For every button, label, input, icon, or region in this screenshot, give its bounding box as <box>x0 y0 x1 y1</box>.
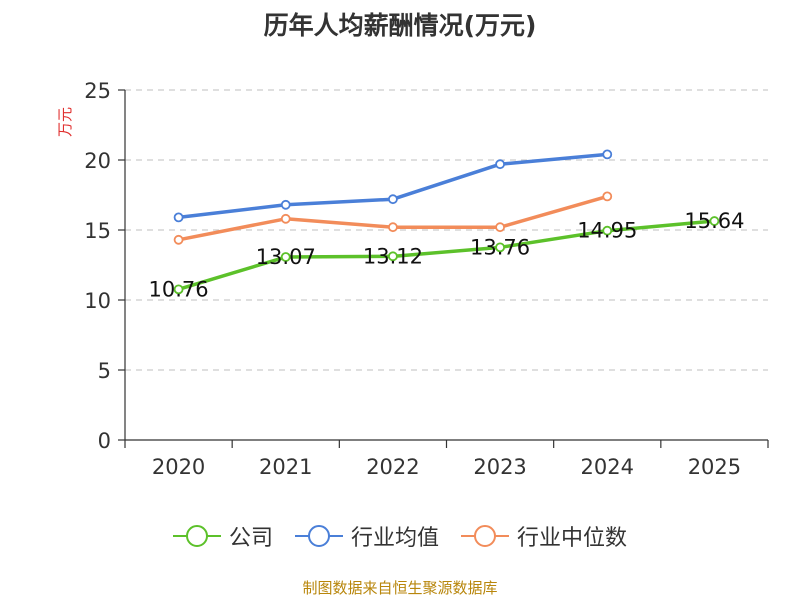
data-point <box>280 199 291 210</box>
data-point <box>709 216 720 226</box>
x-tick-label: 2025 <box>688 455 741 479</box>
gridlines <box>125 89 768 371</box>
data-label: 13.12 <box>363 244 423 268</box>
data-point <box>173 284 184 295</box>
x-tick-label: 2024 <box>581 455 634 479</box>
y-tick-label: 0 <box>98 429 111 453</box>
data-point <box>388 251 398 262</box>
y-tick-label: 10 <box>84 289 111 313</box>
x-tick-label: 2021 <box>259 455 312 479</box>
data-point <box>280 252 291 262</box>
legend-label: 行业均值 <box>350 526 439 551</box>
chart-title: 历年人均薪酬情况(万元) <box>263 11 537 40</box>
legend-label: 公司 <box>228 526 273 551</box>
data-point <box>388 222 398 233</box>
legend-swatch-marker <box>474 525 496 547</box>
y-tick-label: 25 <box>84 79 111 103</box>
x-tick-label: 2020 <box>152 455 205 479</box>
data-point <box>280 213 291 224</box>
legend-swatch-marker <box>307 525 330 547</box>
x-tick-label: 2023 <box>473 455 526 479</box>
data-point <box>602 225 613 236</box>
legend-item-2[interactable]: 行业中位数 <box>461 520 627 552</box>
data-point <box>173 234 184 245</box>
data-labels: 10.76 13.07 13.12 13.76 14.95 15.64 <box>149 209 745 301</box>
legend-swatch-icon <box>294 525 343 547</box>
data-label: 13.07 <box>256 245 316 269</box>
data-point <box>495 242 505 253</box>
series-line-1 <box>178 152 608 220</box>
legend-item-1[interactable]: 行业均值 <box>294 520 439 552</box>
data-point <box>495 159 505 170</box>
data-point <box>173 212 184 223</box>
data-point <box>495 222 505 233</box>
data-point <box>388 194 398 205</box>
legend-label: 行业中位数 <box>517 526 628 551</box>
legend-swatch-icon <box>461 525 509 547</box>
legend: 公司 行业均值 行业中位数 <box>0 520 800 552</box>
data-label: 13.76 <box>470 235 530 259</box>
y-axis-label: 万元 <box>56 107 74 137</box>
data-label: 10.76 <box>149 277 209 301</box>
series-line-0 <box>178 219 715 292</box>
y-tick-label: 5 <box>98 359 111 383</box>
y-tick-label: 20 <box>84 149 111 173</box>
y-tick-label: 15 <box>84 219 111 243</box>
series-lines <box>173 149 720 295</box>
source-note: 制图数据来自恒生聚源数据库 <box>302 579 498 597</box>
legend-item-0[interactable]: 公司 <box>172 520 273 552</box>
data-point <box>602 149 613 160</box>
data-point <box>602 191 613 202</box>
data-label: 14.95 <box>577 219 637 243</box>
data-label: 15.64 <box>684 209 744 233</box>
legend-swatch-marker <box>185 525 208 547</box>
x-tick-label: 2022 <box>366 455 419 479</box>
legend-swatch-icon <box>172 525 221 547</box>
